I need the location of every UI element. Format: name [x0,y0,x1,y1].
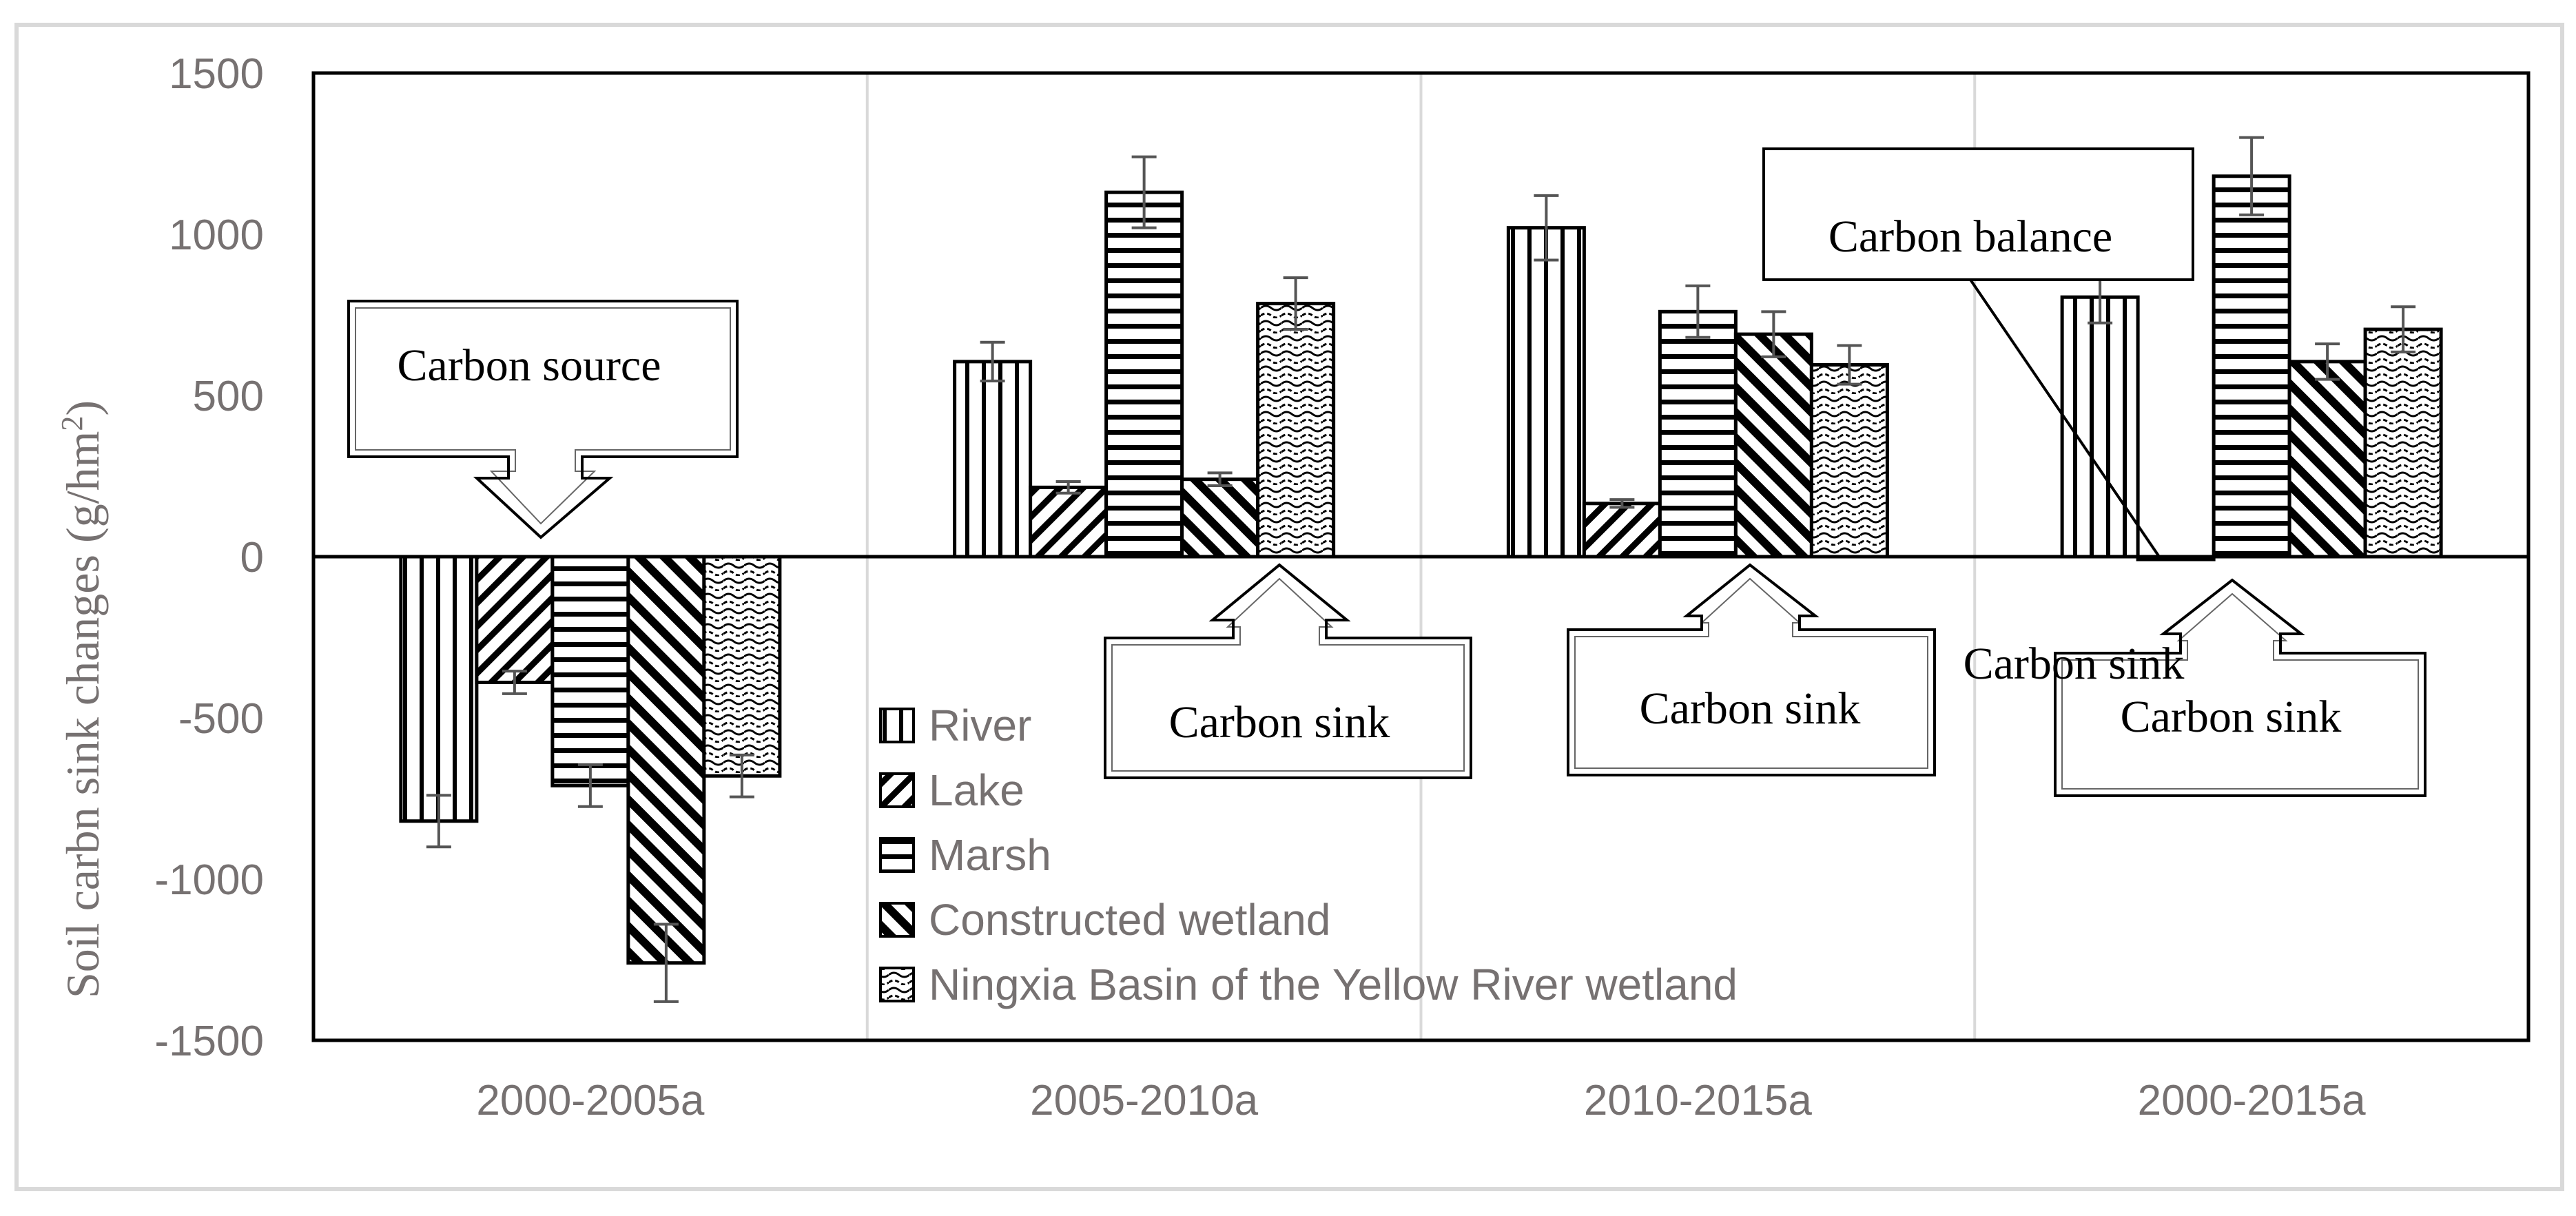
error-bar [1761,310,1786,358]
legend-swatch [879,837,915,873]
carbon-sink-text-3: Carbon sink [2121,692,2342,742]
carbon-source-text: Carbon source [397,340,661,391]
plot-area-border [311,71,2531,1042]
bar-constructed-2 [1733,332,1813,559]
error-bar [577,763,603,808]
error-bar [980,340,1005,382]
bar-ningxia-3 [2363,327,2443,559]
error-bar [1685,284,1711,339]
bar-river-3 [2060,295,2140,559]
y-axis-label: Soil carbn sink changes (g/hm2) [55,400,109,998]
error-bar [1207,471,1233,488]
legend: River Lake Marsh Constructed wetland Ningxia… [879,701,1738,1009]
bar-marsh-1 [1104,190,1184,559]
bar-constructed-3 [2287,360,2367,559]
legend-swatch [879,708,915,743]
carbon-balance-text: Carbon balance [1828,212,2112,262]
y-tick-label: -500 [178,695,264,743]
legend-label: Ningxia Basin of the Yellow River wetlan… [929,960,1738,1009]
error-bar [2315,342,2340,381]
bar-ningxia-1 [1256,302,1336,559]
y-tick-label: -1000 [154,856,264,904]
carbon-balance-callout: Carbon balance [1762,147,2194,558]
error-bar [1609,498,1635,509]
bar-lake-1 [1029,485,1109,559]
x-tick-label: 2000-2005a [476,1077,704,1124]
carbon-sink-callout-3: Carbon sink [2054,578,2426,797]
error-bar [1055,480,1081,495]
bar-constructed-1 [1180,477,1260,559]
bar-marsh-0 [550,555,630,787]
bar-river-2 [1506,226,1586,559]
error-bar [1283,276,1308,331]
x-tick-label: 2010-2015a [1584,1077,1812,1124]
y-tick-label: 1500 [169,50,264,98]
bar-constructed-0 [626,555,706,965]
carbon-sink-text-1: Carbon sink [1169,697,1390,748]
bar-marsh-3 [2212,174,2291,559]
bar-river-1 [953,360,1033,559]
carbon-sink-callout-1: Carbon sink [1104,563,1472,779]
y-tick-label: 500 [193,373,264,420]
y-tick-label: 1000 [169,212,264,259]
error-bar [653,923,679,1003]
error-bar [1534,194,1559,262]
error-bar [502,670,527,695]
bar-river-0 [399,555,479,823]
x-tick-label: 2000-2015a [2138,1077,2366,1124]
carbon-sink-extra-label: Carbon sink [1964,639,2185,689]
bar-marsh-2 [1658,309,1738,559]
bar-lake-2 [1582,502,1662,559]
legend-label: Constructed wetland [929,895,1330,945]
error-bar [2239,136,2265,216]
carbon-sink-text-2: Carbon sink [1640,683,1861,734]
bar-lake-0 [475,555,555,685]
y-tick-label: 0 [240,534,264,581]
y-tick-label: -1500 [154,1018,264,1065]
legend-label: Lake [929,765,1024,815]
legend-label: Marsh [929,830,1051,880]
error-bar [426,794,451,849]
error-bar [2391,305,2416,353]
outer-frame [14,23,2564,1191]
legend-label: River [929,701,1031,750]
legend-swatch [879,967,915,1002]
carbon-source-callout: Carbon source [347,300,739,539]
bar-ningxia-0 [702,555,782,778]
legend-swatch [879,772,915,808]
error-bar [1131,155,1157,229]
bar-ningxia-2 [1809,363,1889,559]
x-tick-label: 2005-2010a [1030,1077,1258,1124]
error-bar [1837,344,1862,386]
legend-swatch [879,902,915,938]
carbon-balance-pointer [1969,278,2161,558]
carbon-sink-callout-2: Carbon sink [1567,563,1936,776]
error-bar [729,753,754,798]
